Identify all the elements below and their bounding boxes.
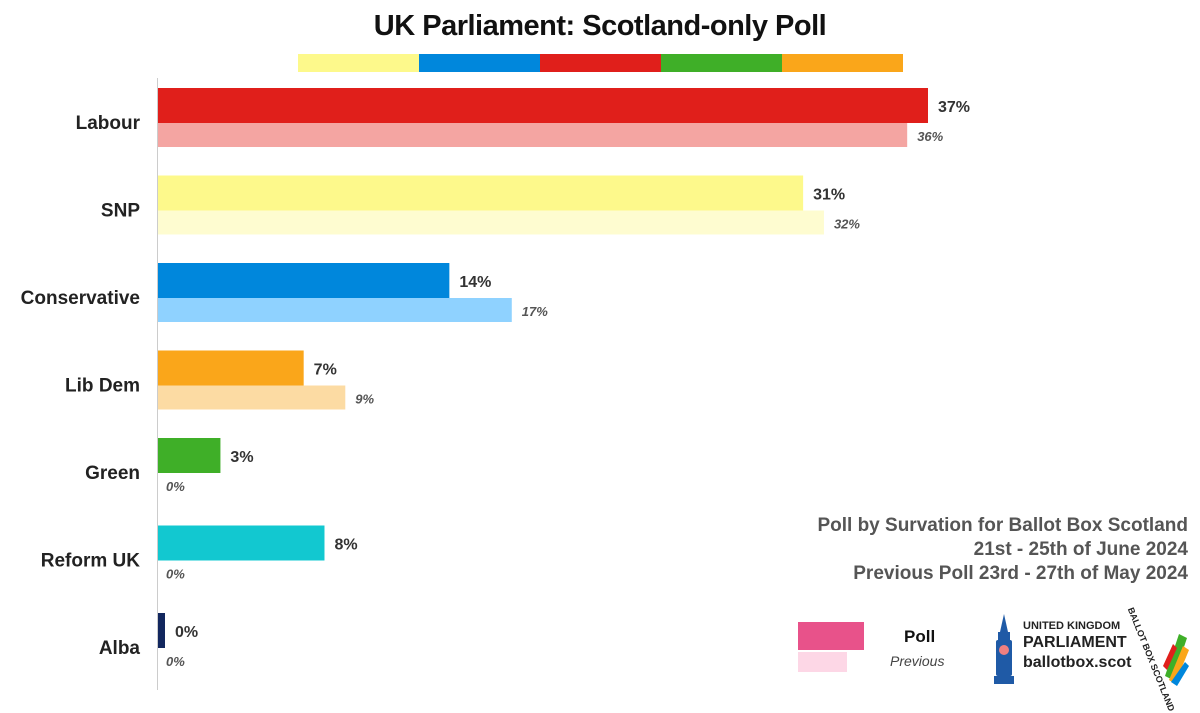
poll-bar <box>158 175 804 211</box>
brand-url: ballotbox.scot <box>1023 654 1132 671</box>
poll-bar <box>158 350 304 386</box>
ballot-box-logo-icon <box>1163 634 1189 686</box>
strip-segment <box>298 54 419 72</box>
bars: 37% 36% 31% 32% 14% 17% 7% 9% 3% 0% 8% 0% 0% 0% <box>158 88 970 669</box>
category-label: Alba <box>99 638 141 659</box>
party-color-strip <box>298 54 903 72</box>
bar-chart: Labour SNP Conservative Lib Dem Green Reform … <box>21 54 970 690</box>
legend-poll-label: Poll <box>904 627 936 646</box>
category-label: SNP <box>101 201 140 222</box>
category-label: Lib Dem <box>65 376 140 397</box>
poll-value-label: 14% <box>459 274 491 291</box>
poll-bar <box>158 525 325 561</box>
brand-big-text: PARLIAMENT <box>1023 634 1127 651</box>
legend-previous-label: Previous <box>890 653 945 669</box>
source-line-1: Poll by Survation for Ballot Box Scotlan… <box>817 515 1188 536</box>
poll-bar <box>158 613 165 648</box>
previous-value-label: 17% <box>522 304 548 319</box>
chart-title: UK Parliament: Scotland-only Poll <box>373 10 827 42</box>
poll-value-label: 7% <box>314 362 337 379</box>
poll-value-label: 37% <box>938 99 970 116</box>
category-label: Reform UK <box>41 551 141 572</box>
previous-bar <box>158 210 824 235</box>
brand-block: UNITED KINGDOM PARLIAMENT ballotbox.scot… <box>985 606 1195 713</box>
poll-value-label: 8% <box>334 537 357 554</box>
big-ben-icon <box>994 614 1014 684</box>
previous-value-label: 0% <box>166 479 185 494</box>
category-label: Labour <box>76 113 141 134</box>
source-line-3: Previous Poll 23rd - 27th of May 2024 <box>853 563 1188 584</box>
previous-value-label: 0% <box>166 567 185 582</box>
previous-value-label: 32% <box>834 217 860 232</box>
strip-segment <box>419 54 540 72</box>
previous-value-label: 0% <box>166 654 185 669</box>
poll-value-label: 0% <box>175 624 198 641</box>
category-label: Conservative <box>21 288 140 309</box>
category-label: Green <box>85 463 140 484</box>
strip-segment <box>540 54 661 72</box>
legend-previous-swatch <box>798 652 847 672</box>
source-line-2: 21st - 25th of June 2024 <box>973 539 1188 560</box>
strip-segment <box>782 54 903 72</box>
poll-bar <box>158 263 450 298</box>
legend-poll-swatch <box>798 622 864 650</box>
previous-value-label: 9% <box>355 392 374 407</box>
poll-bar <box>158 88 928 123</box>
category-labels: Labour SNP Conservative Lib Dem Green Reform … <box>21 113 141 659</box>
strip-segment <box>661 54 782 72</box>
previous-bar <box>158 385 346 410</box>
previous-value-label: 36% <box>917 129 943 144</box>
poll-bar <box>158 438 221 473</box>
source-note: Poll by Survation for Ballot Box Scotlan… <box>817 514 1188 586</box>
previous-bar <box>158 123 908 147</box>
brand-small-text: UNITED KINGDOM <box>1023 620 1121 632</box>
previous-bar <box>158 298 512 322</box>
poll-value-label: 31% <box>813 187 845 204</box>
poll-value-label: 3% <box>230 449 253 466</box>
